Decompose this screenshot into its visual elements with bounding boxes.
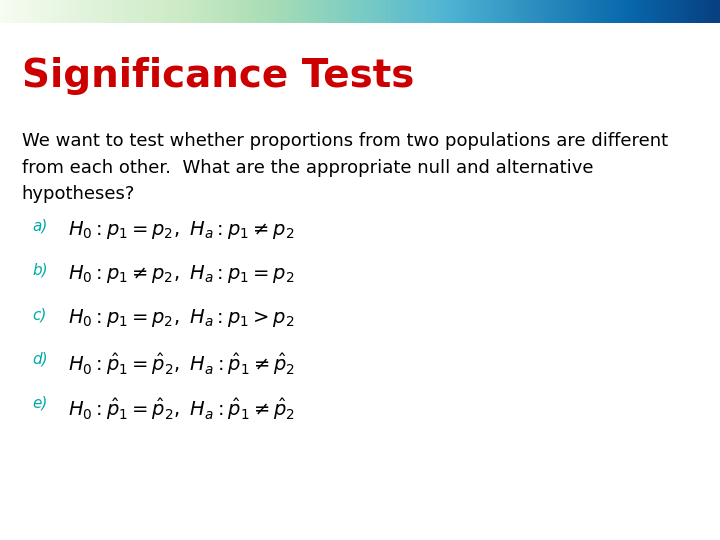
Text: $H_0: p_1 = p_2,\ H_a : p_1 > p_2$: $H_0: p_1 = p_2,\ H_a : p_1 > p_2$ [68, 307, 295, 329]
Text: $H_0: \hat{p}_1 = \hat{p}_2,\ H_a : \hat{p}_1 \neq \hat{p}_2$: $H_0: \hat{p}_1 = \hat{p}_2,\ H_a : \hat… [68, 396, 296, 422]
Text: $H_0: p_1 = p_2,\ H_a: p_1 \neq p_2$: $H_0: p_1 = p_2,\ H_a: p_1 \neq p_2$ [68, 219, 295, 241]
Text: a): a) [32, 219, 48, 234]
Text: e): e) [32, 396, 48, 411]
Text: $H_0: p_1 \neq p_2,\ H_a: p_1 = p_2$: $H_0: p_1 \neq p_2,\ H_a: p_1 = p_2$ [68, 263, 295, 285]
Text: d): d) [32, 352, 48, 367]
Text: c): c) [32, 307, 47, 322]
Text: We want to test whether proportions from two populations are different
from each: We want to test whether proportions from… [22, 132, 667, 203]
Text: b): b) [32, 263, 48, 278]
Text: $H_0: \hat{p}_1 = \hat{p}_2,\ H_a: \hat{p}_1 \neq \hat{p}_2$: $H_0: \hat{p}_1 = \hat{p}_2,\ H_a: \hat{… [68, 352, 296, 377]
Text: Significance Tests: Significance Tests [22, 57, 414, 94]
